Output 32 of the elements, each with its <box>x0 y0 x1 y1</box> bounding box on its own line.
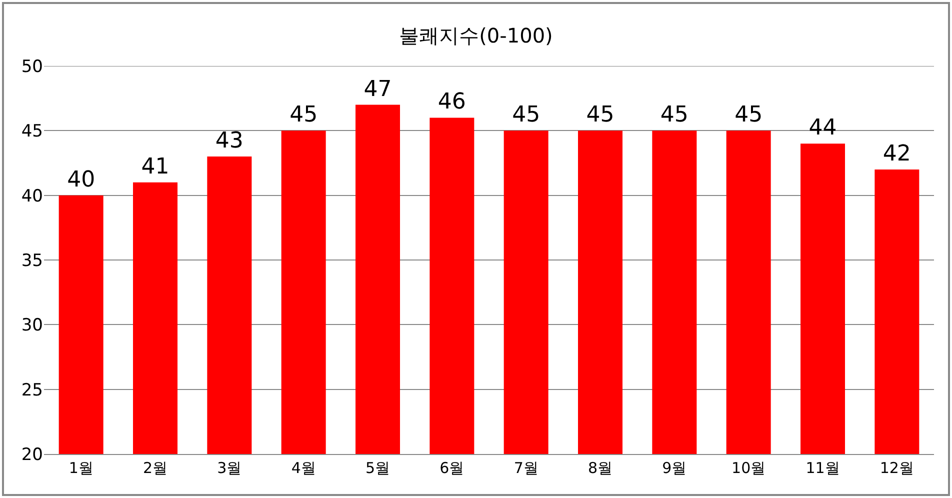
x-tick-label: 1월 <box>68 459 94 477</box>
data-label: 45 <box>512 102 540 128</box>
data-label: 40 <box>67 167 96 192</box>
y-tick-label: 45 <box>21 122 43 142</box>
y-tick-label: 35 <box>21 250 43 271</box>
data-label: 44 <box>808 116 837 141</box>
y-tick-label: 40 <box>21 186 43 206</box>
data-label: 45 <box>290 102 318 128</box>
x-tick-label: 4월 <box>291 459 316 477</box>
data-label: 46 <box>438 90 466 115</box>
x-tick-label: 6월 <box>440 459 464 477</box>
data-label: 45 <box>586 102 614 128</box>
y-tick-label: 30 <box>21 316 43 336</box>
x-tick-label: 2월 <box>142 459 168 477</box>
data-label: 47 <box>364 76 392 102</box>
x-tick-label: 8월 <box>588 459 613 477</box>
x-tick-label: 10월 <box>732 459 766 477</box>
chart-title: 불쾌지수(0-100) <box>399 24 553 48</box>
data-label: 45 <box>734 102 763 128</box>
x-tick-label: 5월 <box>365 459 390 477</box>
x-tick-label: 9월 <box>662 459 687 477</box>
x-tick-label: 3월 <box>217 459 242 477</box>
data-label: 45 <box>660 102 688 128</box>
y-tick-label: 50 <box>21 56 43 77</box>
x-tick-label: 7월 <box>514 459 538 477</box>
x-tick-label: 12월 <box>880 459 914 477</box>
data-label: 41 <box>141 154 170 180</box>
y-tick-label: 25 <box>21 380 43 400</box>
x-tick-label: 11월 <box>806 459 840 477</box>
data-label: 42 <box>882 141 911 166</box>
y-tick-label: 20 <box>21 444 43 465</box>
data-label: 43 <box>215 128 244 154</box>
